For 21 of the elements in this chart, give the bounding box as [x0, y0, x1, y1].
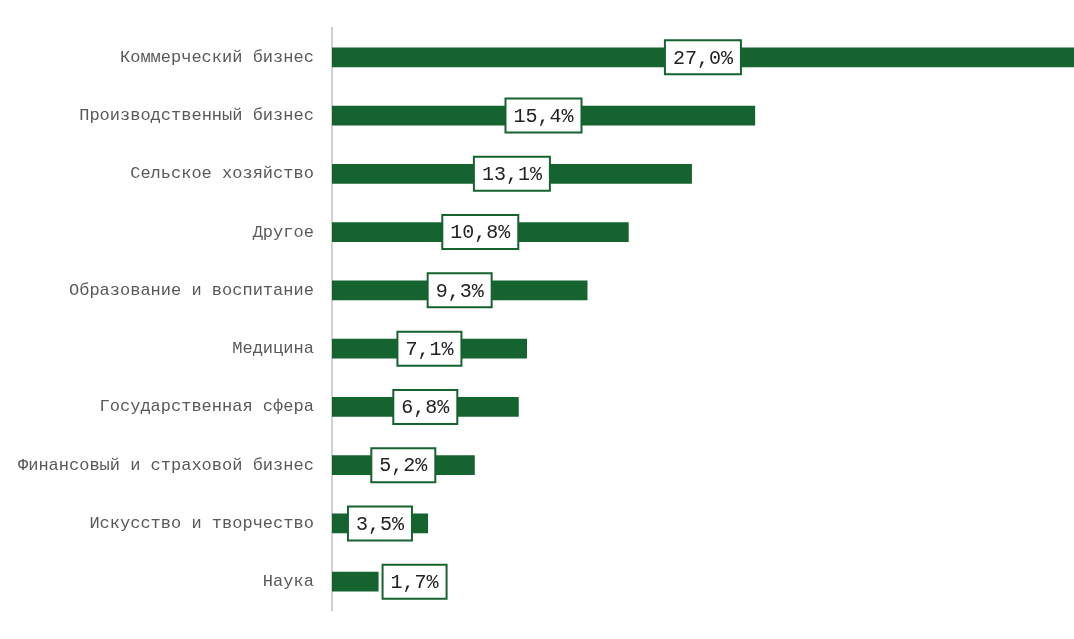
data-label: 7,1% — [405, 337, 455, 361]
data-label: 3,5% — [355, 512, 405, 536]
y-tick-label: Искусство и творчество — [89, 513, 314, 533]
y-tick-label: Другое — [252, 222, 314, 242]
y-tick-label: Медицина — [232, 339, 314, 359]
y-tick-label: Производственный бизнес — [79, 106, 314, 126]
data-label: 13,1% — [481, 163, 543, 187]
y-tick-label: Финансовый и страховой бизнес — [17, 455, 314, 475]
data-label: 15,4% — [513, 104, 575, 128]
y-tick-label: Образование и воспитание — [69, 280, 314, 300]
data-label: 9,3% — [435, 279, 485, 303]
data-label: 10,8% — [450, 221, 512, 245]
data-label: 1,7% — [390, 570, 440, 594]
y-tick-label: Наука — [262, 572, 314, 592]
data-label: 5,2% — [379, 454, 429, 478]
y-tick-label: Сельское хозяйство — [130, 164, 314, 184]
data-label: 6,8% — [401, 396, 451, 420]
data-label: 27,0% — [672, 46, 734, 70]
y-tick-label: Государственная сфера — [99, 397, 314, 417]
y-tick-label: Коммерческий бизнес — [120, 47, 314, 67]
bar — [331, 571, 379, 592]
